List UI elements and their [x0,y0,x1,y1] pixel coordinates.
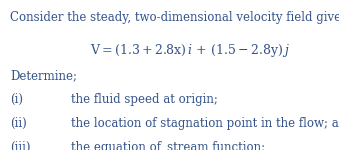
Text: the equation of  stream function;: the equation of stream function; [71,141,265,150]
Text: Consider the steady, two-dimensional velocity field given by: Consider the steady, two-dimensional vel… [10,11,339,24]
Text: (iii): (iii) [10,141,31,150]
Text: the location of stagnation point in the flow; and: the location of stagnation point in the … [71,117,339,130]
Text: (i): (i) [10,93,23,106]
Text: Determine;: Determine; [10,69,77,82]
Text: the fluid speed at origin;: the fluid speed at origin; [71,93,218,106]
Text: (ii): (ii) [10,117,27,130]
Text: $\mathrm{V = (1.3 + 2.8x)\,}i\mathrm{\, + \,(1.5 - 2.8y)\,}j$: $\mathrm{V = (1.3 + 2.8x)\,}i\mathrm{\, … [90,42,290,59]
